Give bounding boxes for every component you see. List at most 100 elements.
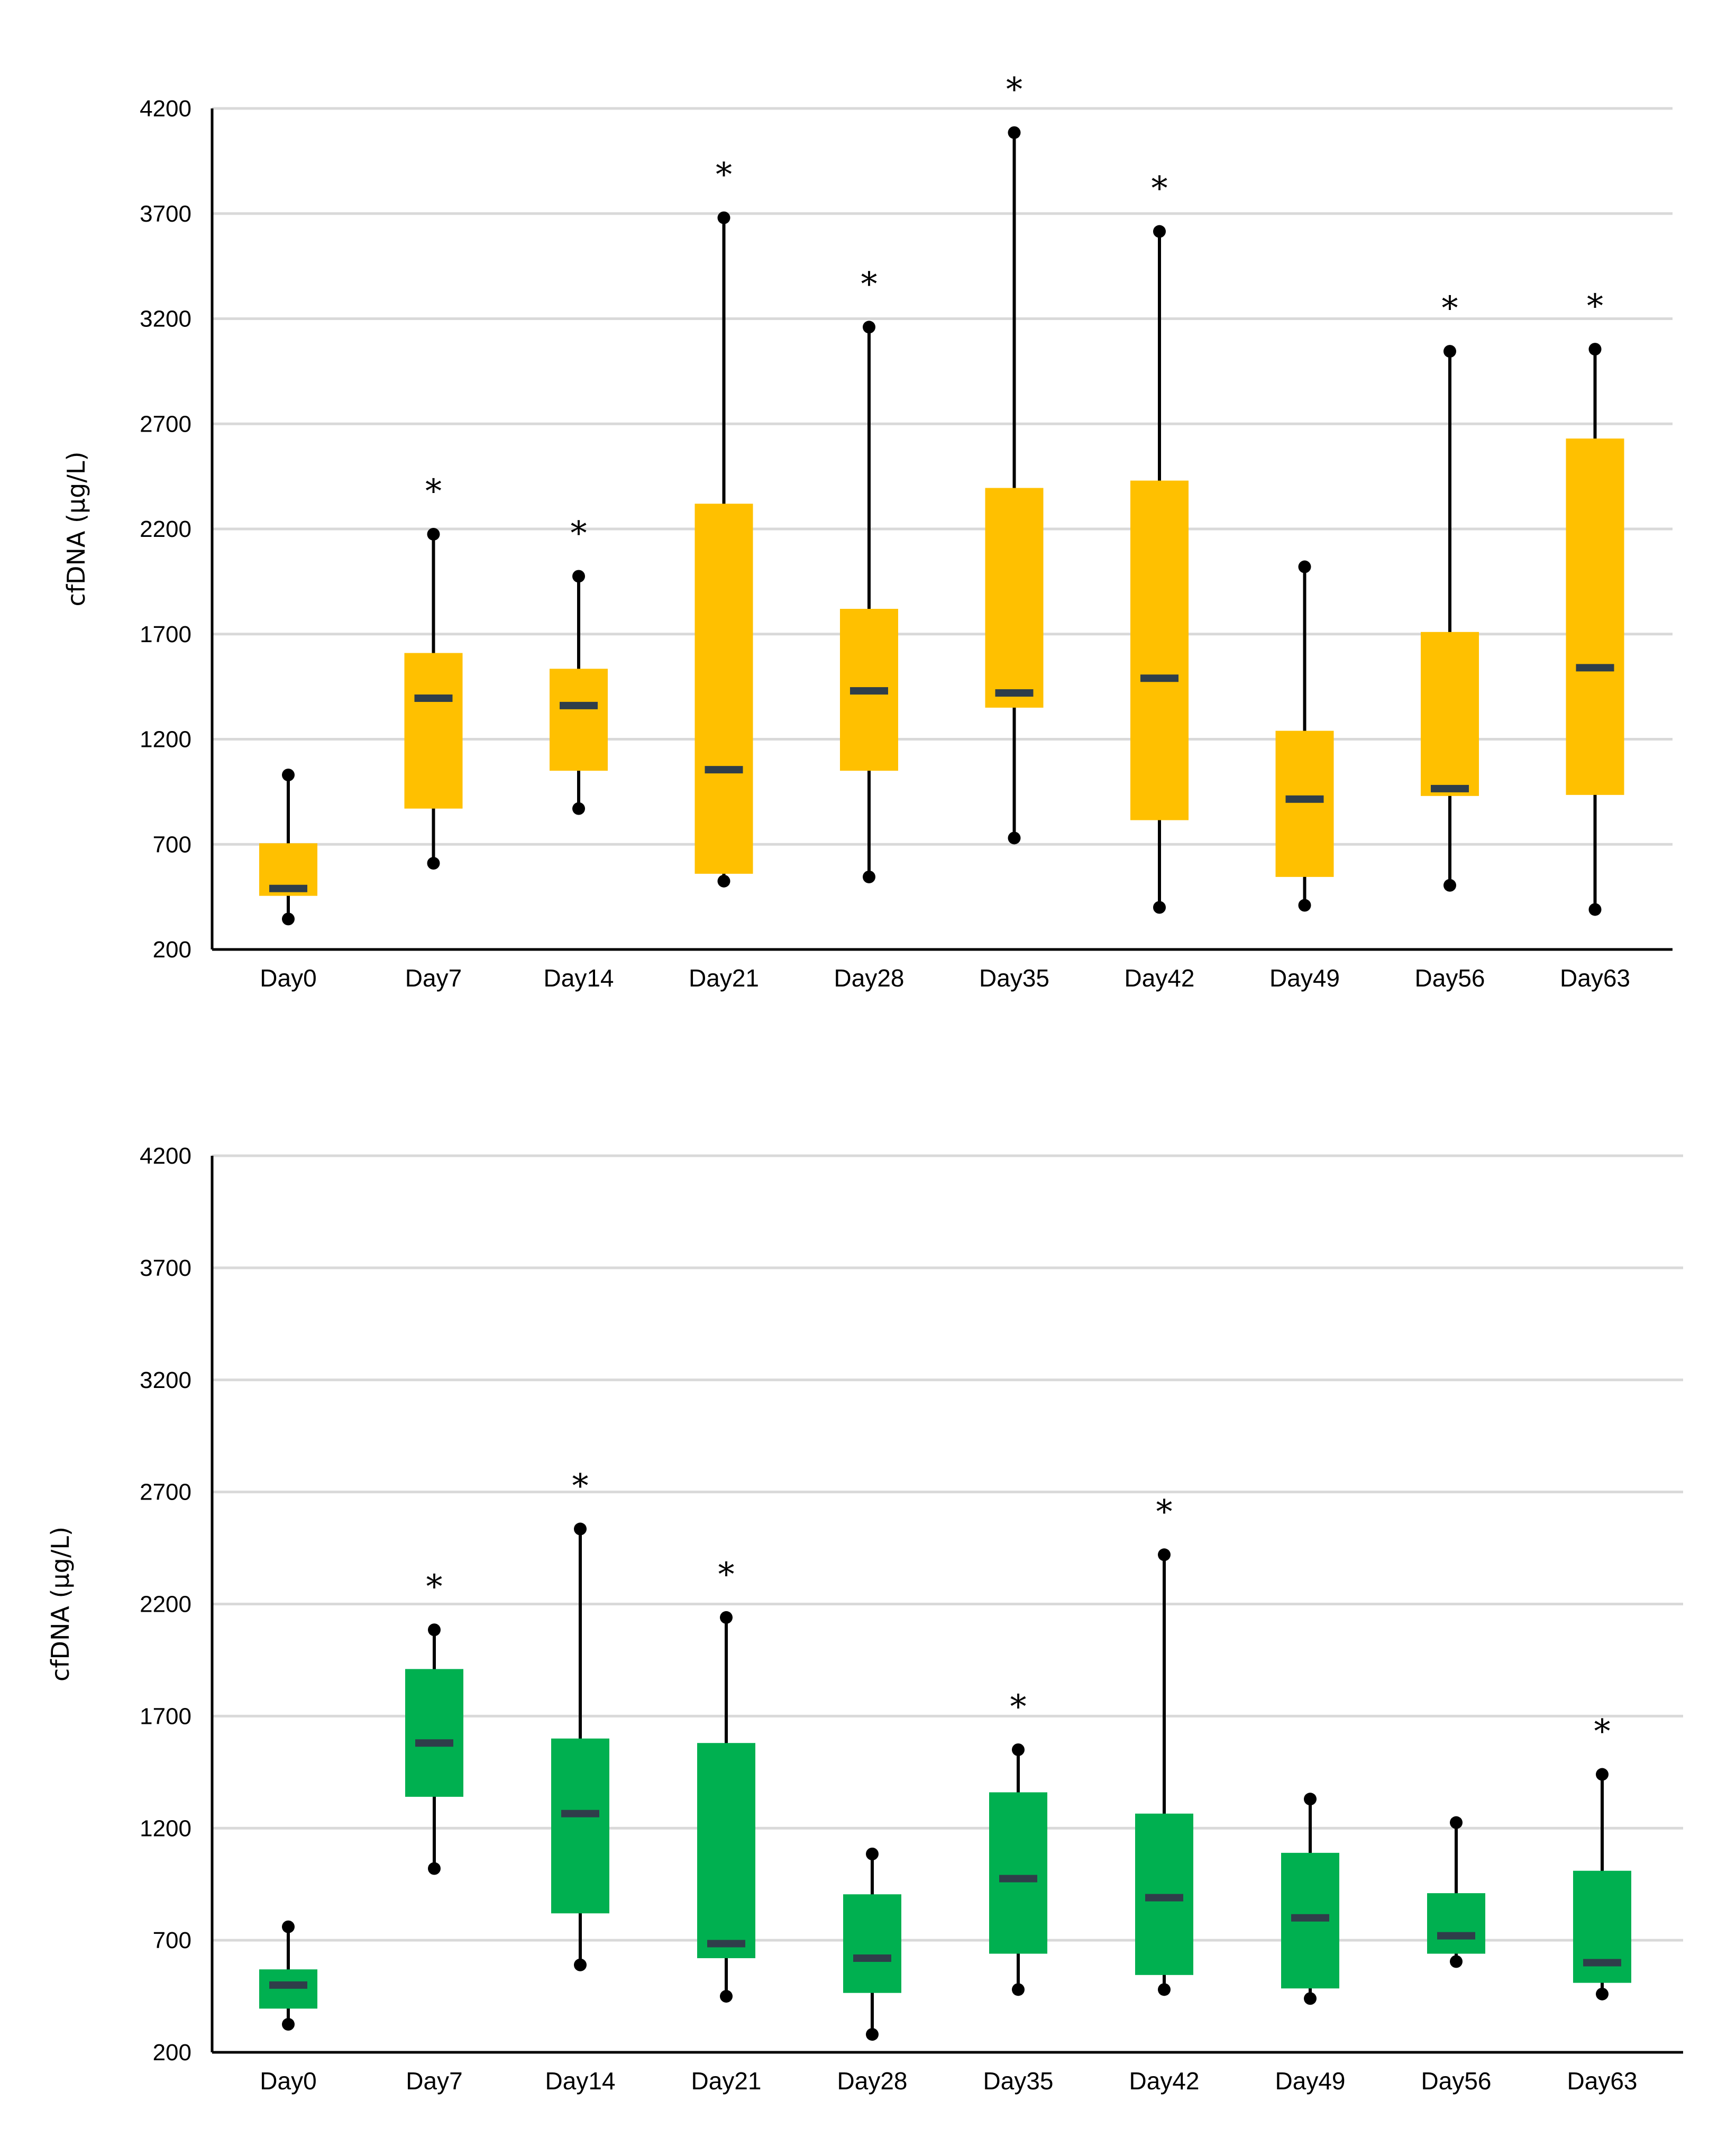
- significance-asterisk: *: [1010, 1687, 1027, 1726]
- significance-asterisk: *: [571, 514, 587, 552]
- box-Day42: *: [1135, 1492, 1193, 1996]
- x-tick-label: Day0: [260, 2067, 316, 2095]
- iqr-box: [1566, 438, 1624, 795]
- y-tick-label: 1200: [140, 727, 191, 753]
- box-Day14: *: [551, 1467, 609, 1971]
- max-point: [1450, 1816, 1463, 1829]
- box-Day0: [259, 769, 317, 926]
- significance-asterisk: *: [1156, 1492, 1173, 1531]
- iqr-box: [989, 1792, 1047, 1954]
- box-Day56: *: [1421, 289, 1479, 892]
- median-line: [269, 884, 307, 892]
- max-point: [1596, 1768, 1609, 1781]
- significance-asterisk: *: [426, 1567, 443, 1606]
- x-tick-label: Day7: [405, 964, 462, 992]
- box-Day63: *: [1566, 287, 1624, 916]
- y-tick-label: 1200: [140, 1815, 191, 1841]
- min-point: [866, 2028, 879, 2041]
- median-line: [705, 766, 743, 774]
- min-point: [717, 874, 730, 888]
- median-line: [269, 1981, 307, 1989]
- median-line: [1431, 784, 1469, 792]
- min-point: [1450, 1955, 1463, 1968]
- y-tick-label: 700: [153, 1927, 191, 1953]
- yellow-boxplot-panel: 200 700 1200 1700 2200 2700 3200 3700 4200 cfDNA …: [62, 70, 1673, 992]
- significance-asterisk: *: [1594, 1712, 1611, 1751]
- green-boxplot-panel: 200 700 1200 1700 2200 2700 3200 3700 4200 cfDNA …: [46, 1143, 1683, 2095]
- x-tick-label: Day7: [406, 2067, 462, 2095]
- iqr-box: [1421, 632, 1479, 796]
- iqr-box: [550, 669, 608, 771]
- box-Day14: *: [550, 514, 608, 815]
- median-line: [1291, 1914, 1329, 1922]
- iqr-box: [1427, 1893, 1485, 1954]
- median-line: [1583, 1959, 1621, 1967]
- significance-asterisk: *: [425, 472, 442, 510]
- y-axis-title: cfDNA (µg/L): [62, 452, 90, 607]
- x-tick-label: Day56: [1415, 964, 1485, 992]
- max-point: [574, 1522, 587, 1536]
- x-tick-label: Day28: [834, 964, 904, 992]
- significance-asterisk: *: [1442, 289, 1458, 327]
- x-tick-label: Day14: [545, 2067, 616, 2095]
- iqr-box: [404, 653, 463, 809]
- min-point: [863, 870, 875, 883]
- x-tick-label: Day0: [260, 964, 316, 992]
- box-Day7: *: [405, 1567, 463, 1875]
- x-tick-label: Day49: [1269, 964, 1340, 992]
- box-Day35: *: [989, 1687, 1047, 1996]
- max-point: [1153, 225, 1166, 238]
- min-point: [282, 2018, 295, 2031]
- median-line: [414, 694, 453, 702]
- significance-asterisk: *: [572, 1467, 589, 1505]
- significance-asterisk: *: [1587, 287, 1603, 325]
- min-point: [1158, 1983, 1171, 1996]
- min-point: [574, 1958, 587, 1971]
- y-tick-label: 2200: [140, 1592, 191, 1618]
- median-line: [995, 689, 1034, 697]
- max-point: [1298, 560, 1311, 573]
- median-line: [1145, 1894, 1183, 1902]
- y-tick-label: 3200: [140, 306, 191, 332]
- min-point: [1153, 901, 1166, 914]
- median-line: [1285, 795, 1324, 803]
- x-tick-label: Day28: [837, 2067, 908, 2095]
- significance-asterisk: *: [1152, 169, 1168, 208]
- max-point: [1304, 1793, 1317, 1806]
- box-Day7: *: [404, 472, 463, 870]
- max-point: [572, 570, 585, 583]
- y-tick-label: 3700: [140, 201, 191, 227]
- min-point: [427, 857, 440, 870]
- y-tick-label: 1700: [140, 622, 191, 647]
- min-point: [1304, 1992, 1317, 2005]
- max-point: [427, 527, 440, 541]
- x-tick-label: Day63: [1567, 2067, 1638, 2095]
- iqr-box: [697, 1743, 755, 1959]
- median-line: [707, 1940, 745, 1948]
- min-point: [282, 912, 295, 926]
- max-point: [1588, 343, 1602, 356]
- y-tick-label: 4200: [140, 1143, 191, 1169]
- iqr-box: [1130, 480, 1189, 820]
- min-point: [1012, 1983, 1025, 1996]
- iqr-box: [1275, 730, 1334, 877]
- min-point: [1443, 879, 1456, 892]
- x-tick-label: Day42: [1129, 2067, 1200, 2095]
- median-line: [1140, 674, 1178, 682]
- box-Day21: *: [697, 1555, 755, 2003]
- box-Day28: *: [840, 264, 898, 883]
- x-tick-label: Day35: [983, 2067, 1054, 2095]
- min-point: [1588, 903, 1602, 916]
- y-tick-label: 700: [153, 832, 191, 857]
- median-line: [1576, 664, 1614, 672]
- significance-asterisk: *: [861, 264, 878, 303]
- min-point: [572, 802, 585, 815]
- median-line: [560, 701, 598, 709]
- median-line: [415, 1739, 453, 1747]
- y-tick-label: 3700: [140, 1255, 191, 1281]
- median-line: [999, 1875, 1037, 1883]
- max-point: [1008, 126, 1021, 139]
- median-line: [850, 687, 888, 695]
- x-tick-label: Day14: [544, 964, 614, 992]
